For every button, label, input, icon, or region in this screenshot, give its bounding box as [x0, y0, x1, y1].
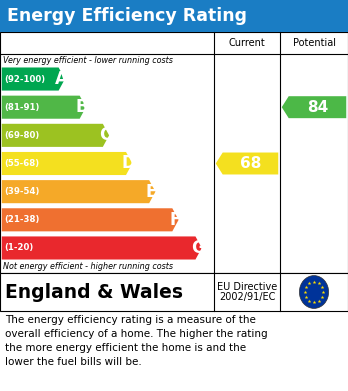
Bar — [0, 273, 348, 311]
Text: (92-100): (92-100) — [5, 75, 46, 84]
Text: (21-38): (21-38) — [5, 215, 40, 224]
Text: Very energy efficient - lower running costs: Very energy efficient - lower running co… — [3, 56, 173, 65]
Text: 68: 68 — [240, 156, 261, 171]
Polygon shape — [2, 208, 179, 231]
Text: The energy efficiency rating is a measure of the
overall efficiency of a home. T: The energy efficiency rating is a measur… — [5, 315, 268, 367]
Polygon shape — [2, 152, 132, 175]
Polygon shape — [2, 96, 86, 119]
Polygon shape — [216, 152, 278, 174]
Text: (39-54): (39-54) — [5, 187, 40, 196]
Polygon shape — [2, 124, 109, 147]
Text: (81-91): (81-91) — [5, 103, 40, 112]
Text: B: B — [76, 98, 88, 116]
Text: F: F — [169, 211, 181, 229]
Text: (55-68): (55-68) — [5, 159, 40, 168]
Text: England & Wales: England & Wales — [5, 283, 183, 301]
Text: D: D — [122, 154, 135, 172]
Text: 84: 84 — [307, 100, 328, 115]
Text: Not energy efficient - higher running costs: Not energy efficient - higher running co… — [3, 262, 174, 271]
Text: Current: Current — [229, 38, 266, 48]
Text: EU Directive: EU Directive — [217, 282, 277, 292]
Bar — [0, 32, 348, 273]
Text: (69-80): (69-80) — [5, 131, 40, 140]
Polygon shape — [282, 96, 346, 118]
Text: Energy Efficiency Rating: Energy Efficiency Rating — [7, 7, 247, 25]
Text: (1-20): (1-20) — [5, 244, 34, 253]
Text: 2002/91/EC: 2002/91/EC — [219, 292, 275, 302]
Polygon shape — [2, 237, 202, 260]
Text: A: A — [55, 70, 68, 88]
Text: G: G — [191, 239, 205, 257]
Bar — [0, 0, 348, 32]
Text: Potential: Potential — [293, 38, 335, 48]
Text: C: C — [99, 126, 111, 144]
Text: E: E — [146, 183, 157, 201]
Circle shape — [299, 276, 329, 308]
Polygon shape — [2, 180, 156, 203]
Polygon shape — [2, 68, 65, 91]
